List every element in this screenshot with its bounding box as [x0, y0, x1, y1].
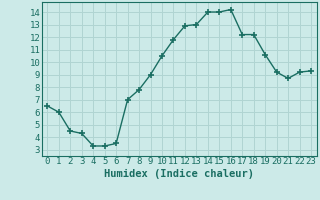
X-axis label: Humidex (Indice chaleur): Humidex (Indice chaleur): [104, 169, 254, 179]
